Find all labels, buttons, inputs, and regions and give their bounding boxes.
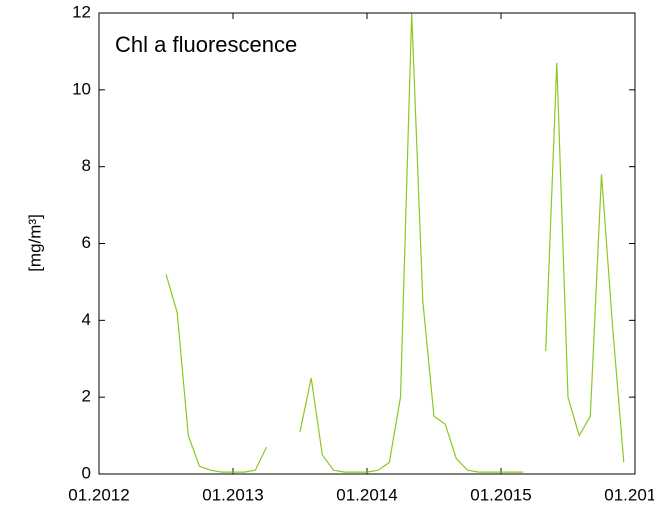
y-tick-label: 0 — [82, 463, 91, 482]
y-tick-label: 12 — [72, 2, 91, 21]
data-line — [165, 12, 625, 473]
x-tick-label: 01.2016 — [604, 485, 654, 504]
y-tick-label: 10 — [72, 79, 91, 98]
x-tick-label: 01.2015 — [470, 485, 531, 504]
chart-title: Chl a fluorescence — [115, 32, 297, 57]
y-tick-label: 2 — [82, 387, 91, 406]
x-tick-label: 01.2012 — [68, 485, 129, 504]
x-tick-label: 01.2013 — [202, 485, 263, 504]
y-tick-label: 4 — [82, 310, 91, 329]
y-axis-label: [mg/m³] — [25, 214, 44, 272]
y-tick-label: 6 — [82, 233, 91, 252]
plot-frame — [98, 12, 636, 475]
x-tick-label: 01.2014 — [336, 485, 397, 504]
y-tick-label: 8 — [82, 156, 91, 175]
